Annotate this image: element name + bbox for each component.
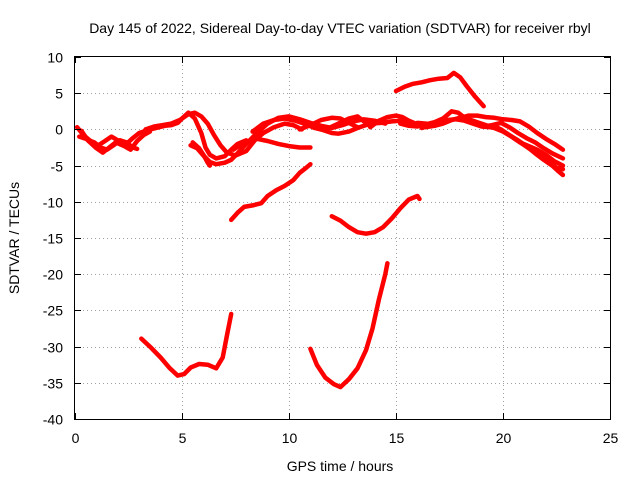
series-arc-20 [308,261,390,390]
data-series-group [74,70,566,390]
series-arc-09 [297,115,360,132]
x-tick-label: 0 [72,430,80,446]
plot-frame [74,56,611,420]
series-arc-18 [329,193,422,236]
series-arc-10 [325,114,373,131]
axis-ticks: 0 5 10 15 20 25 10 5 0 -5 -10 -15 -20 -25 -30 -35 -40 [43,50,619,447]
x-tick-label: 25 [603,430,619,446]
series-arc-19 [139,311,234,378]
x-tick-label: 5 [179,430,187,446]
y-tick-label: 5 [55,86,63,102]
series-arc-15 [490,122,566,178]
y-tick-label: 0 [55,122,63,138]
y-tick-label: -5 [51,159,64,175]
x-tick-label: 15 [389,430,405,446]
y-axis-label: SDTVAR / TECUs [6,182,22,294]
y-tick-label: -35 [43,376,63,392]
grid [75,57,610,419]
series-arc-03 [79,128,153,155]
series-arc-08 [250,116,420,136]
x-axis-label: GPS time / hours [287,458,394,474]
y-tick-label: -10 [43,195,63,211]
x-tick-label: 10 [282,430,298,446]
y-tick-label: 10 [47,50,63,66]
x-tick-label: 20 [496,430,512,446]
y-tick-label: -25 [43,303,63,319]
series-arc-06 [190,140,213,168]
series-arc-04 [143,110,305,158]
series-arc-17 [228,161,313,223]
series-arc-07 [231,136,313,152]
y-tick-label: -15 [43,231,63,247]
chart-title: Day 145 of 2022, Sidereal Day-to-day VTE… [89,20,591,36]
y-tick-label: -20 [43,267,63,283]
series-arc-16 [393,70,486,109]
y-tick-label: -40 [43,412,63,428]
y-tick-label: -30 [43,340,63,356]
